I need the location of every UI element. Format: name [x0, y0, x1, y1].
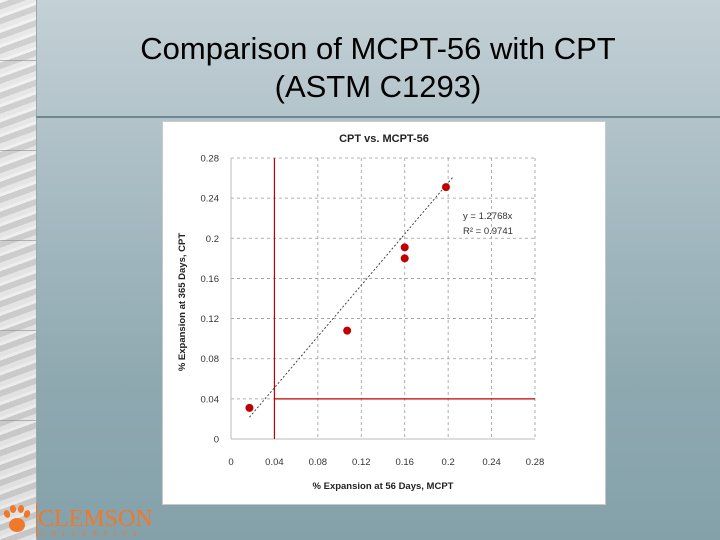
strip-texture-line: [0, 60, 36, 61]
x-tick-label: 0.2: [442, 457, 455, 468]
grid-layer: [230, 157, 536, 440]
trendline-r-squared: R² = 0.9741: [463, 226, 513, 237]
clemson-logo: [3, 503, 37, 537]
y-tick-label: 0: [214, 435, 219, 446]
strip-texture-line: [0, 240, 36, 241]
y-axis-label: % Expansion at 365 Days, CPT: [177, 233, 188, 372]
slide-title: Comparison of MCPT-56 with CPT (ASTM C12…: [36, 30, 720, 106]
scatter-chart: CPT vs. MCPT-56 % Expansion at 56 Days, …: [177, 133, 545, 492]
trendline: [249, 176, 454, 418]
slide-title-line-2: (ASTM C1293): [274, 69, 482, 104]
logo-subtitle: UNIVERSITY: [40, 530, 144, 538]
x-tick-label: 0.28: [526, 457, 545, 468]
chart-container: CPT vs. MCPT-56 % Expansion at 56 Days, …: [162, 121, 606, 505]
slide-title-line-1: Comparison of MCPT-56 with CPT: [140, 31, 616, 66]
y-tick-label: 0.08: [201, 354, 220, 365]
x-tick-label: 0.16: [395, 457, 414, 468]
tiger-paw-icon: [3, 505, 31, 532]
y-tick-label: 0.16: [201, 274, 220, 285]
trendline-layer: [249, 176, 454, 418]
x-tick-label: 0.04: [265, 457, 284, 468]
points-layer: [245, 183, 450, 412]
data-point: [245, 403, 254, 412]
x-tick-label: 0: [228, 457, 233, 468]
data-point: [441, 183, 450, 192]
y-tick-label: 0.04: [201, 394, 220, 405]
logo-separator: [36, 503, 37, 537]
chart-title: CPT vs. MCPT-56: [339, 133, 429, 145]
strip-texture-line: [0, 420, 36, 421]
x-tick-label: 0.12: [352, 457, 371, 468]
strip-texture-line: [0, 330, 36, 331]
y-tick-label: 0.24: [201, 194, 220, 205]
decorative-side-strip: [0, 0, 37, 540]
x-tick-label: 0.08: [309, 457, 328, 468]
title-divider: [36, 116, 720, 118]
ticks-layer: 0 0.04 0.08 0.12 0.16 0.2 0.24 0.28 0 0.04 0.08 0.1…: [201, 154, 545, 469]
limit-lines-layer: [273, 158, 535, 439]
y-tick-label: 0.12: [201, 314, 220, 325]
data-point: [400, 254, 409, 263]
y-tick-label: 0.28: [201, 154, 220, 165]
strip-texture-line: [0, 150, 36, 151]
trendline-equation: y = 1.2768x: [463, 211, 513, 222]
data-point: [343, 326, 352, 335]
x-tick-label: 0.24: [482, 457, 501, 468]
data-point: [400, 243, 409, 252]
x-axis-label: % Expansion at 56 Days, MCPT: [313, 481, 454, 492]
logo-wordmark: CLEMSON: [38, 506, 153, 532]
y-tick-label: 0.2: [206, 234, 219, 245]
